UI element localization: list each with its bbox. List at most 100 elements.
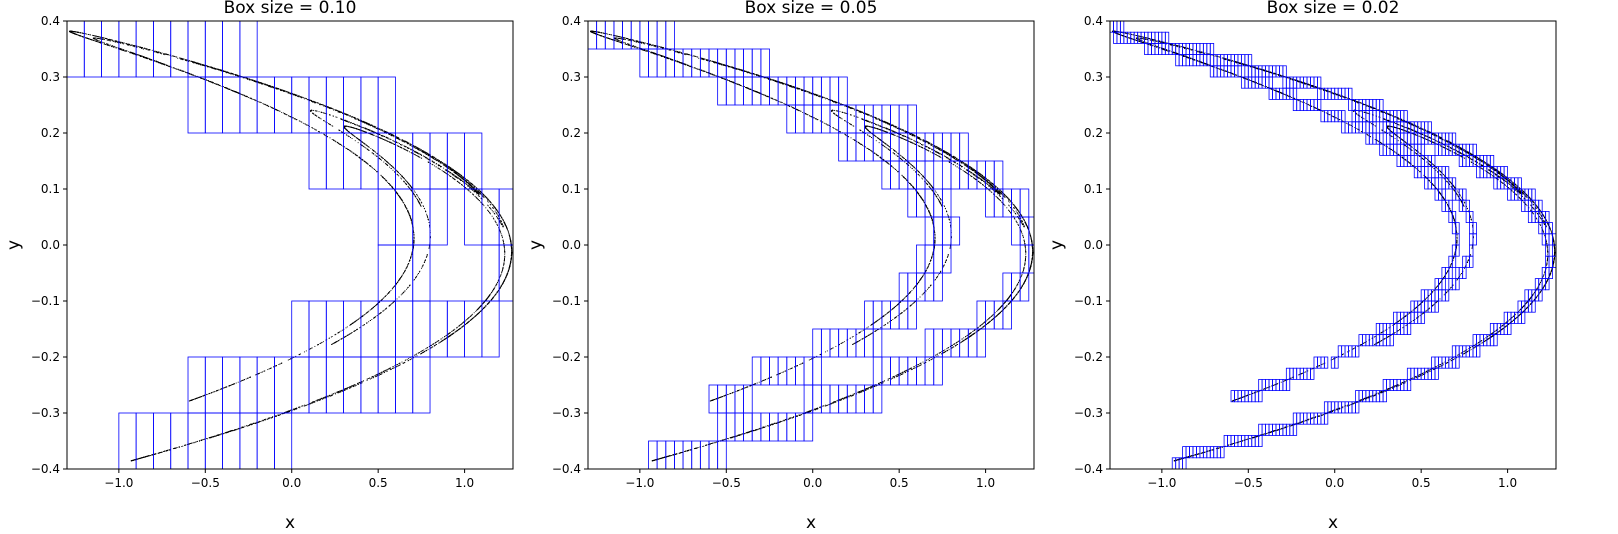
attractor-point [390, 133, 392, 135]
attractor-point [148, 58, 150, 60]
attractor-point [145, 56, 146, 58]
attractor-point [365, 144, 367, 146]
attractor-point [410, 149, 412, 151]
attractor-point [480, 197, 482, 199]
attractor-point [371, 149, 373, 151]
attractor-point [426, 255, 428, 257]
attractor-point [133, 44, 135, 46]
attractor-point [499, 218, 501, 219]
attractor-point [354, 153, 356, 155]
attractor-point [371, 376, 373, 378]
attractor-point [274, 108, 276, 110]
attractor-point [212, 68, 214, 70]
attractor-point [268, 368, 270, 370]
attractor-point [106, 39, 108, 41]
attractor-point [98, 41, 100, 43]
attractor-point [497, 290, 499, 292]
attractor-point [414, 147, 416, 149]
attractor-point [352, 385, 354, 386]
attractor-point [415, 353, 417, 355]
attractor-point [501, 223, 503, 225]
attractor-point [443, 162, 445, 164]
attractor-point [307, 125, 309, 126]
attractor-point [269, 85, 271, 87]
attractor-point [415, 151, 417, 153]
attractor-point [415, 276, 417, 278]
attractor-point [163, 451, 164, 452]
attractor-point [247, 377, 249, 379]
attractor-point [435, 163, 437, 165]
attractor-point [496, 209, 498, 211]
attractor-point [463, 181, 465, 183]
attractor-point [501, 234, 503, 236]
attractor-point [299, 406, 301, 408]
attractor-point [413, 237, 415, 239]
attractor-point [331, 394, 333, 396]
attractor-point [267, 417, 269, 419]
attractor-point [312, 109, 314, 111]
attractor-point [440, 162, 442, 164]
attractor-point [305, 404, 307, 406]
attractor-point [353, 384, 355, 386]
attractor-point [397, 138, 399, 139]
attractor-point [74, 33, 76, 35]
attractor-point [424, 152, 425, 154]
attractor-point [354, 124, 356, 126]
attractor-point [388, 368, 390, 370]
attractor-point [105, 44, 107, 46]
attractor-point [445, 172, 447, 174]
attractor-point [359, 157, 361, 159]
attractor-point [417, 200, 419, 202]
attractor-point [143, 56, 144, 58]
attractor-point [504, 257, 506, 259]
attractor-point [342, 390, 344, 392]
attractor-point [164, 450, 166, 452]
attractor-point [418, 153, 420, 155]
attractor-point [410, 256, 412, 258]
attractor-point [304, 405, 306, 407]
attractor-point [346, 326, 348, 328]
attractor-point [499, 229, 501, 231]
attractor-point [450, 173, 452, 175]
attractor-point [409, 359, 411, 361]
attractor-point [241, 94, 243, 95]
attractor-point [266, 418, 268, 420]
attractor-point [392, 287, 394, 289]
attractor-point [428, 222, 430, 223]
attractor-point [487, 210, 489, 212]
attractor-point [342, 390, 343, 392]
attractor-point [373, 306, 375, 308]
attractor-point [246, 425, 248, 427]
attractor-point [200, 64, 202, 66]
attractor-point [368, 133, 370, 134]
attractor-point [208, 66, 210, 68]
attractor-point [465, 178, 466, 180]
attractor-point [126, 43, 128, 45]
attractor-point [224, 70, 226, 72]
attractor-point [316, 129, 317, 131]
attractor-point [128, 51, 130, 53]
attractor-point [96, 41, 98, 43]
attractor-point [259, 101, 261, 103]
attractor-point [368, 124, 370, 126]
attractor-point [328, 106, 330, 108]
attractor-point [447, 165, 449, 167]
attractor-point [277, 414, 279, 416]
attractor-point [228, 72, 230, 74]
attractor-point [390, 367, 392, 369]
attractor-point [207, 66, 208, 68]
attractor-point [222, 70, 224, 72]
attractor-point [392, 287, 394, 289]
attractor-point [462, 322, 463, 324]
attractor-point [390, 184, 391, 186]
attractor-point [100, 41, 102, 43]
attractor-point [437, 164, 439, 166]
attractor-point [326, 136, 328, 137]
attractor-point [402, 148, 404, 149]
attractor-point [246, 95, 248, 97]
attractor-point [365, 127, 366, 129]
attractor-point [237, 75, 239, 77]
attractor-point [454, 176, 456, 178]
attractor-point [408, 186, 410, 188]
attractor-point [88, 34, 90, 35]
